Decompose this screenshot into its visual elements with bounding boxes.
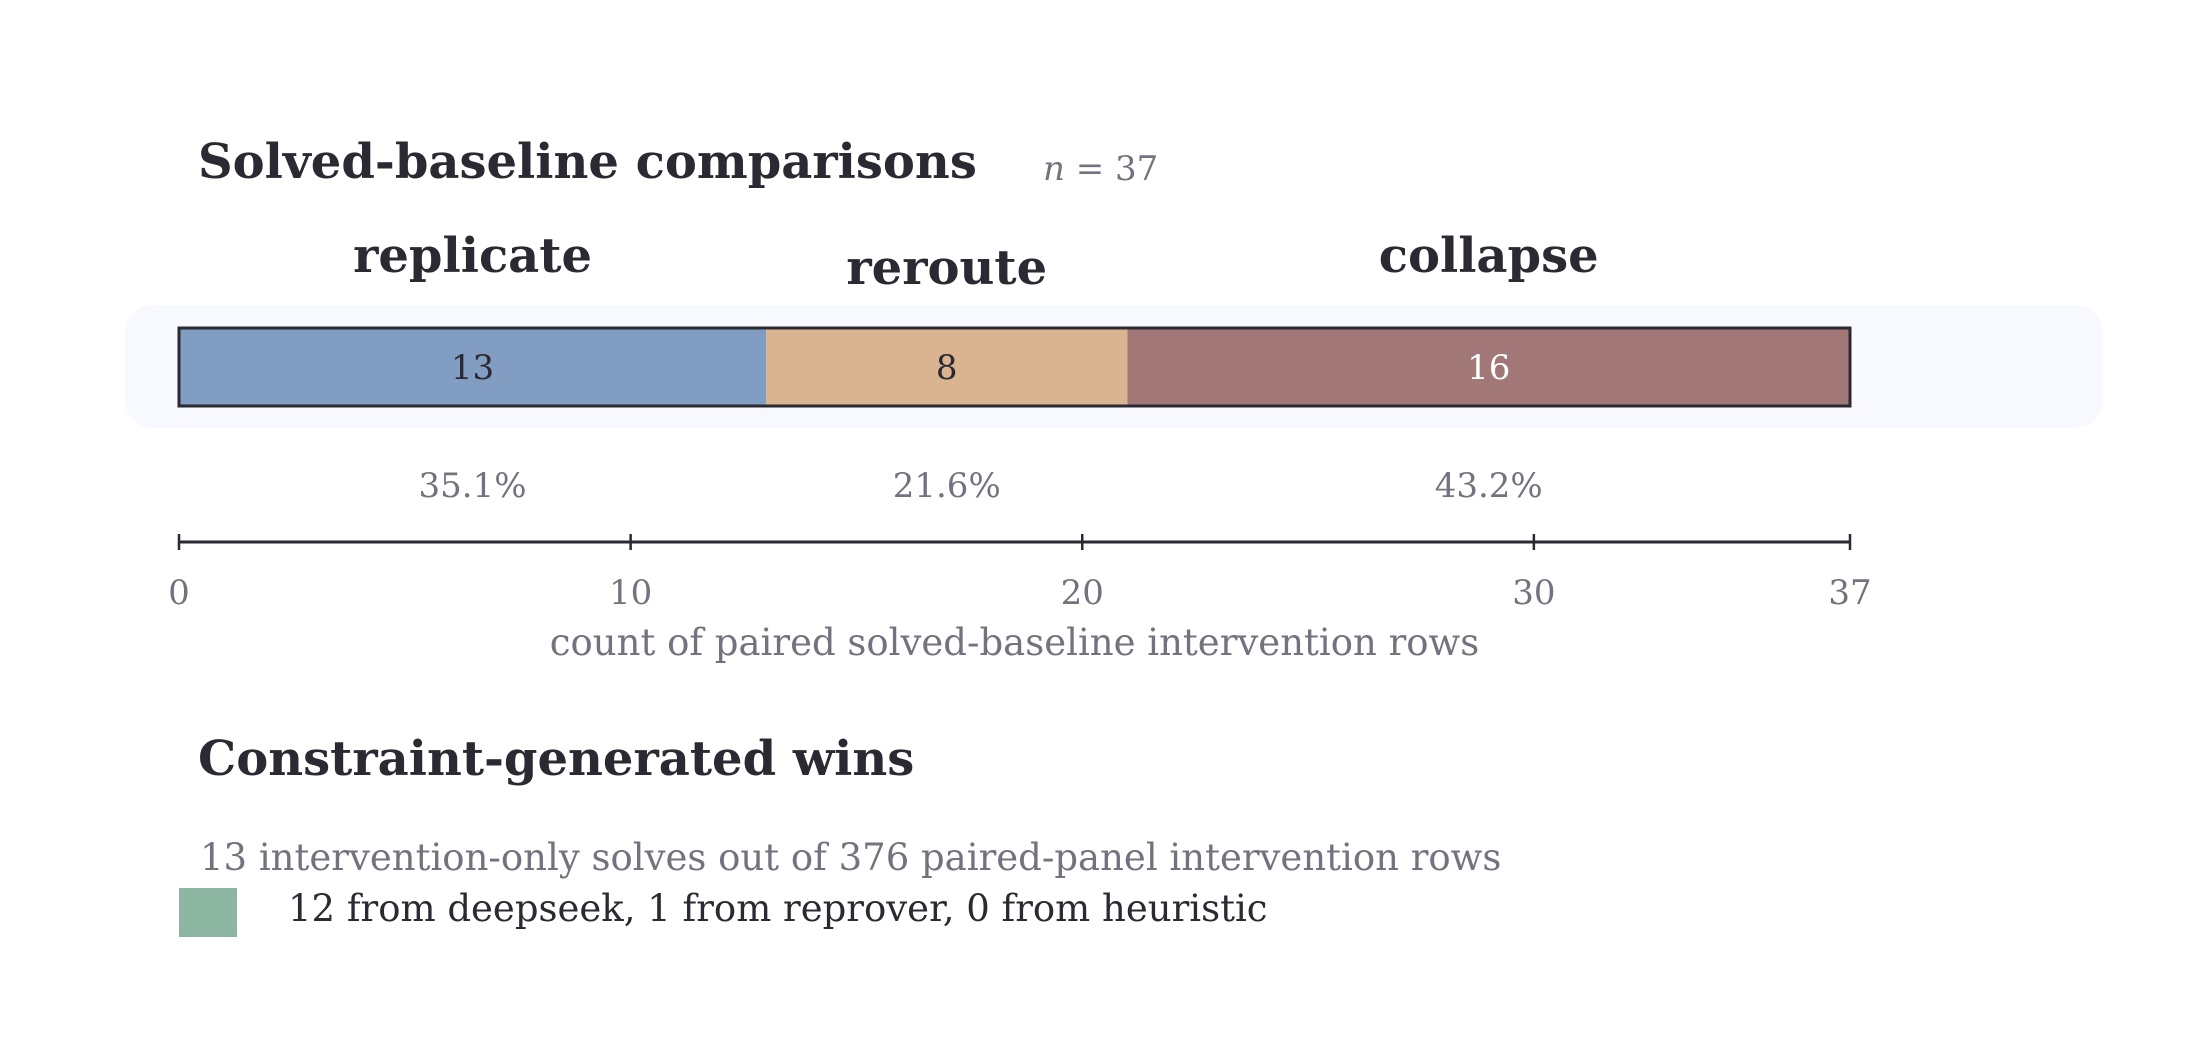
- x-tick-label-37: 37: [1828, 573, 1871, 613]
- wins-summary: 13 intervention-only solves out of 376 p…: [200, 836, 1501, 879]
- category-labels: replicate reroute collapse: [353, 228, 1599, 296]
- category-label-reroute: reroute: [846, 240, 1047, 296]
- category-label-collapse: collapse: [1379, 228, 1599, 284]
- bar-outline: [177, 326, 1852, 408]
- legend-swatch: [179, 888, 237, 937]
- x-axis: 0 10 20 30 37: [168, 534, 1872, 613]
- x-tick-label-10: 10: [609, 573, 652, 613]
- legend-text: 12 from deepseek, 1 from reprover, 0 fro…: [288, 887, 1268, 930]
- bar-segment-replicate: [179, 328, 767, 406]
- segment-value-collapse: 16: [1467, 348, 1510, 388]
- stacked-bar: 13 8 16: [179, 328, 1850, 406]
- chart-title: Solved-baseline comparisons: [198, 134, 977, 190]
- sample-size-symbol: n: [1043, 149, 1065, 189]
- segment-value-replicate: 13: [451, 348, 494, 388]
- percent-label-replicate: 35.1%: [419, 466, 527, 506]
- x-tick-label-30: 30: [1512, 573, 1555, 613]
- category-label-replicate: replicate: [353, 228, 592, 284]
- x-axis-label: count of paired solved-baseline interven…: [550, 621, 1479, 664]
- sample-size-label: n = 37: [1043, 149, 1158, 189]
- percent-label-collapse: 43.2%: [1435, 466, 1543, 506]
- wins-title: Constraint-generated wins: [198, 731, 914, 787]
- bar-segment-collapse: [1127, 328, 1850, 406]
- segment-value-reroute: 8: [936, 348, 958, 388]
- sample-size-value: = 37: [1065, 149, 1158, 189]
- x-tick-label-20: 20: [1061, 573, 1104, 613]
- percent-labels: 35.1% 21.6% 43.2%: [419, 466, 1543, 506]
- x-tick-label-0: 0: [168, 573, 190, 613]
- bar-segment-reroute: [766, 328, 1128, 406]
- percent-label-reroute: 21.6%: [893, 466, 1001, 506]
